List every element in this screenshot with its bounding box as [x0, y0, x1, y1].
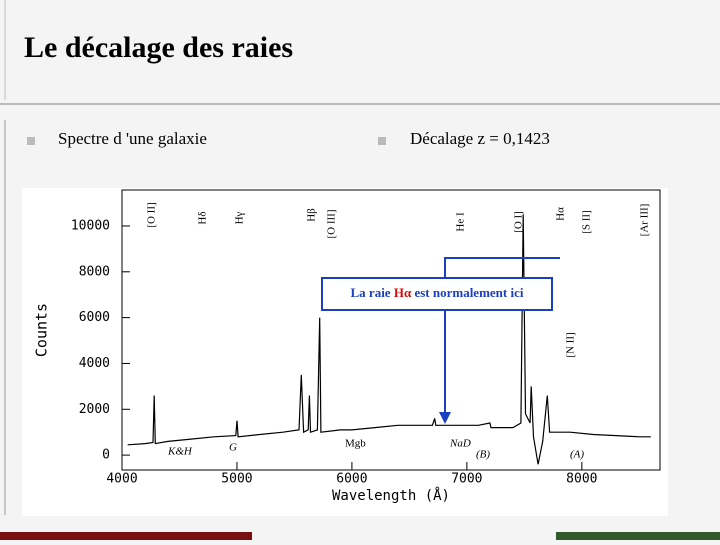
line-label: [O II]	[146, 202, 158, 227]
line-label: Hβ	[306, 208, 318, 222]
y-axis-label: Counts	[33, 303, 51, 357]
footer-bar	[556, 532, 720, 540]
note: La raie Hα est normalement ici	[351, 285, 524, 300]
line-label: [O I]	[513, 211, 525, 233]
feature-label: G	[229, 442, 237, 454]
y-tick-label: 8000	[79, 264, 110, 279]
bullet: Décalage z = 0,1423	[410, 129, 550, 148]
chart-area	[22, 188, 668, 516]
plot-frame	[121, 189, 661, 471]
line-label: [Ar III]	[639, 204, 651, 237]
feature-label: K&H	[167, 446, 193, 458]
x-tick-label: 7000	[451, 472, 482, 487]
y-tick-label: 6000	[79, 310, 110, 325]
feature-label: Mgb	[345, 438, 366, 450]
plot: 0 2000 4000 6000 8000 10000 4000 5000 6000 7000 80…	[71, 214, 651, 487]
feature-label: NaD	[449, 438, 471, 450]
y-tick-label: 2000	[79, 402, 110, 417]
spectrum-line	[127, 214, 651, 465]
feature-label: (B)	[476, 449, 490, 461]
line-label: [N II]	[565, 332, 577, 357]
note-arrowhead	[439, 412, 451, 424]
line-label: Hγ	[234, 211, 246, 224]
slide-title: Le décalage des raies	[24, 31, 293, 64]
x-tick-label: 4000	[106, 472, 137, 487]
line-label: Hδ	[197, 211, 209, 224]
feature-label: (A)	[570, 449, 584, 461]
line-label: [S II]	[581, 210, 593, 234]
x-tick-label: 8000	[566, 472, 597, 487]
note-box	[321, 277, 553, 311]
bullet: Spectre d 'une galaxie	[58, 129, 207, 148]
line-label: Hα	[555, 207, 567, 221]
line-label: He I	[455, 212, 467, 232]
bullet-marker	[378, 137, 386, 145]
note-highlight: Hα	[394, 285, 412, 300]
note-text: est normalement ici	[411, 285, 524, 300]
x-tick-label: 6000	[336, 472, 367, 487]
x-axis-label: Wavelength (Å)	[332, 487, 450, 504]
note-arrow	[444, 257, 560, 418]
y-tick-label: 0	[102, 448, 110, 463]
y-tick-label: 10000	[71, 218, 110, 233]
y-tick-label: 4000	[79, 356, 110, 371]
note-text: La raie	[351, 285, 394, 300]
footer-bar	[0, 532, 252, 540]
x-tick-label: 5000	[221, 472, 252, 487]
bullet-marker	[27, 137, 35, 145]
line-label: [O III]	[326, 209, 338, 238]
